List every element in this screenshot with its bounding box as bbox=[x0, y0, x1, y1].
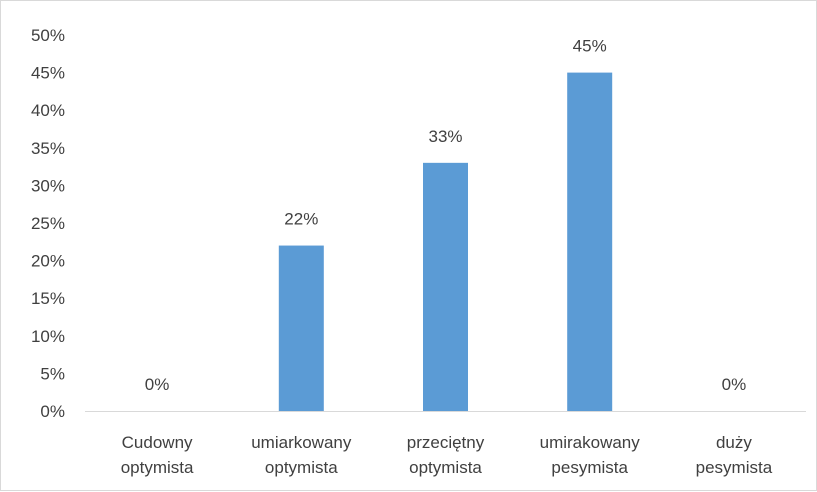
y-tick-label: 15% bbox=[31, 289, 65, 308]
category-label: umiarkowany bbox=[251, 433, 352, 452]
category-label: duży bbox=[716, 433, 752, 452]
bar bbox=[567, 72, 613, 411]
bar bbox=[423, 162, 468, 411]
data-label: 45% bbox=[573, 37, 607, 56]
y-tick-label: 30% bbox=[31, 176, 65, 195]
y-tick-label: 50% bbox=[31, 26, 65, 45]
category-label: optymista bbox=[409, 458, 482, 477]
y-tick-label: 0% bbox=[40, 402, 65, 421]
data-label: 33% bbox=[428, 127, 462, 146]
y-tick-label: 35% bbox=[31, 139, 65, 158]
category-label: pesymista bbox=[551, 458, 628, 477]
category-label: optymista bbox=[121, 458, 194, 477]
category-label: Cudowny bbox=[122, 433, 193, 452]
data-label: 0% bbox=[145, 375, 170, 394]
category-label: optymista bbox=[265, 458, 338, 477]
y-tick-label: 20% bbox=[31, 252, 65, 271]
category-label: umirakowany bbox=[540, 433, 641, 452]
category-label: pesymista bbox=[696, 458, 773, 477]
y-tick-label: 45% bbox=[31, 64, 65, 83]
data-label: 22% bbox=[284, 210, 318, 229]
bar bbox=[278, 245, 324, 411]
category-label: przeciętny bbox=[407, 433, 485, 452]
data-label: 0% bbox=[722, 375, 747, 394]
y-tick-label: 25% bbox=[31, 214, 65, 233]
y-tick-label: 40% bbox=[31, 101, 65, 120]
y-tick-label: 10% bbox=[31, 327, 65, 346]
y-tick-label: 5% bbox=[40, 364, 65, 383]
